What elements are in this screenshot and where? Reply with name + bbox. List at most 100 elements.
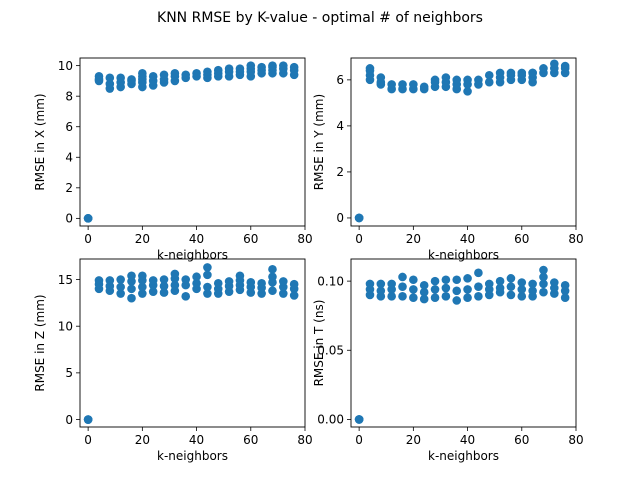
x-tick-label: 60 <box>514 232 529 246</box>
data-point <box>539 64 548 73</box>
data-point <box>506 290 516 300</box>
data-point <box>354 415 364 424</box>
data-point <box>203 282 212 292</box>
data-point <box>127 293 136 303</box>
data-point <box>409 275 418 285</box>
data-point <box>148 287 158 296</box>
data-point <box>560 61 570 71</box>
data-point <box>463 274 472 283</box>
data-point <box>506 68 516 78</box>
y-tick-label: 6 <box>336 73 344 87</box>
y-tick-label: 4 <box>65 151 73 165</box>
x-tick-label: 0 <box>355 433 363 447</box>
data-point <box>409 285 418 294</box>
data-point <box>452 275 462 285</box>
data-point <box>452 286 462 296</box>
data-point <box>387 80 396 89</box>
data-point <box>246 278 256 287</box>
data-point <box>127 271 136 281</box>
data-point <box>484 77 494 87</box>
data-point <box>213 65 223 75</box>
data-point <box>452 296 462 305</box>
data-point <box>213 278 223 288</box>
data-point <box>268 272 277 282</box>
data-point <box>257 62 266 72</box>
data-point <box>268 286 277 296</box>
data-point <box>387 292 396 301</box>
data-point <box>203 270 212 280</box>
y-tick-label: 5 <box>65 366 73 380</box>
figure-suptitle: KNN RMSE by K-value - optimal # of neigh… <box>157 10 483 26</box>
data-point <box>289 291 299 300</box>
y-tick-label: 15 <box>58 273 73 287</box>
data-point <box>474 75 483 85</box>
data-point <box>517 278 527 287</box>
data-point <box>279 277 288 286</box>
data-point <box>463 293 472 303</box>
data-point <box>289 279 299 289</box>
data-point <box>409 293 418 303</box>
data-point <box>148 72 158 81</box>
data-point <box>539 272 548 282</box>
data-point <box>441 73 451 82</box>
data-point <box>235 271 245 281</box>
data-point <box>105 276 115 285</box>
data-point <box>539 287 548 297</box>
data-point <box>506 274 516 283</box>
data-point <box>517 285 527 294</box>
data-point <box>159 288 169 297</box>
x-tick-label: 80 <box>568 433 583 447</box>
data-point <box>441 275 451 285</box>
data-point <box>148 276 158 285</box>
data-point <box>138 68 147 78</box>
x-tick-label: 60 <box>243 433 258 447</box>
x-tick-label: 20 <box>135 232 150 246</box>
x-tick-label: 80 <box>568 232 583 246</box>
data-point <box>441 283 451 293</box>
data-point <box>430 75 440 85</box>
y-tick-label: 0.10 <box>317 274 344 288</box>
y-tick-label: 0 <box>65 413 73 427</box>
data-point <box>246 61 256 70</box>
data-point <box>279 289 288 298</box>
data-point <box>376 279 386 289</box>
data-point <box>83 415 93 424</box>
data-point <box>138 289 147 298</box>
data-point <box>83 214 93 223</box>
data-point <box>484 279 494 289</box>
data-point <box>192 272 201 282</box>
data-point <box>289 62 299 72</box>
data-point <box>517 68 527 78</box>
y-tick-label: 4 <box>336 119 344 133</box>
x-tick-label: 20 <box>406 232 421 246</box>
data-point <box>441 292 451 301</box>
y-tick-label: 10 <box>58 320 73 334</box>
data-point <box>463 75 472 85</box>
data-point <box>138 271 147 281</box>
data-point <box>539 265 548 275</box>
data-point <box>560 293 570 303</box>
data-point <box>354 213 364 223</box>
data-point <box>419 280 429 290</box>
data-point <box>181 275 191 284</box>
subplot-3: 0 20 40 60 80 0 5 10 15 k-neighbors RMSE in Z (mm) <box>33 258 313 463</box>
data-point <box>138 282 147 292</box>
data-point <box>94 75 104 84</box>
data-point <box>463 285 472 294</box>
data-point <box>495 276 505 286</box>
y-tick-label: 2 <box>336 165 344 179</box>
data-point <box>365 64 375 73</box>
data-point <box>517 292 527 301</box>
data-point <box>235 64 245 73</box>
data-point <box>376 73 386 82</box>
data-point <box>105 79 115 89</box>
subplot-4: 0 20 40 60 80 0.00 0.05 0.10 k-neighbors RMSE in … <box>312 258 584 463</box>
data-point <box>419 82 429 92</box>
x-axis-label: k-neighbors <box>428 449 499 463</box>
data-point <box>365 279 375 289</box>
data-point <box>430 285 440 294</box>
data-point <box>528 68 537 78</box>
y-tick-label: 2 <box>65 181 73 195</box>
x-axis-label: k-neighbors <box>157 248 228 262</box>
